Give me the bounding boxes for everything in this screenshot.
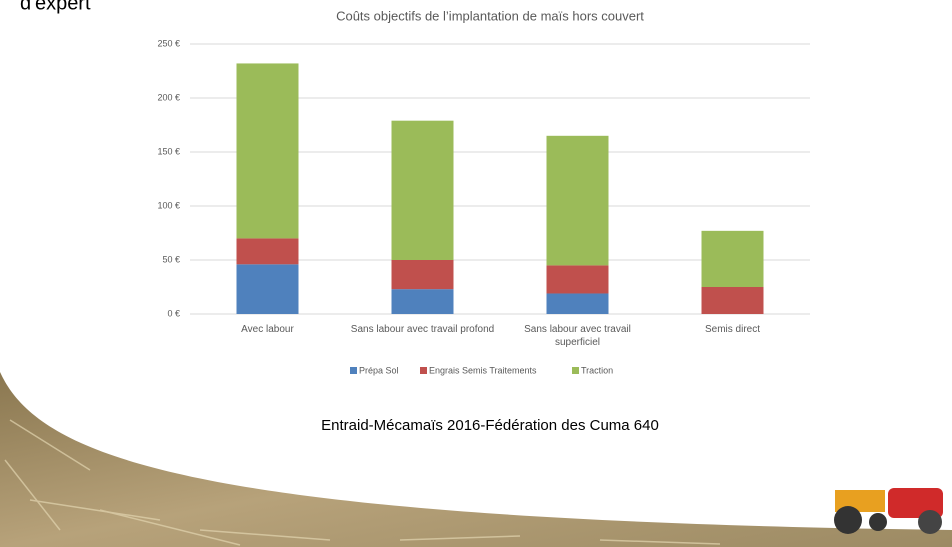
source-note: Entraid-Mécamaïs 2016-Fédération des Cum… [321,417,659,434]
bar-segment [236,63,299,239]
x-tick-label: Sans labour avec travail superficiel [524,324,631,348]
tractor-icon [834,488,943,534]
y-tick-label: 100 € [157,200,180,210]
straw-texture [4,419,721,546]
x-tick-label: Avec labour [241,324,294,335]
bar-segment [391,260,454,290]
y-tick-label: 50 € [162,254,180,264]
bar-segment [391,120,454,261]
bar-segment [236,238,299,265]
bar-segment [546,135,609,266]
bar-segment [701,230,764,287]
x-tick-label: Sans labour avec travail profond [350,324,495,335]
y-tick-label: 200 € [157,92,180,102]
chart-title: Coûts objectifs de l’implantation de maï… [336,8,644,23]
legend-label: Traction [581,365,613,375]
bar-segment [546,293,609,314]
slide-header: d'expert [20,0,91,14]
y-tick-label: 150 € [157,146,180,156]
legend-swatch [420,367,427,374]
legend-label: Prépa Sol [359,365,399,375]
legend-swatch [572,367,579,374]
bar-segment [236,264,299,314]
y-tick-label: 250 € [157,38,180,48]
bar-segment [701,287,764,314]
legend-label: Engrais Semis Traitements [429,365,537,375]
x-tick-label: Semis direct [704,324,760,335]
bar-segment [391,289,454,314]
straw-background [0,372,952,547]
bar-segment [546,265,609,294]
y-tick-label: 0 € [167,308,180,318]
legend-swatch [350,367,357,374]
